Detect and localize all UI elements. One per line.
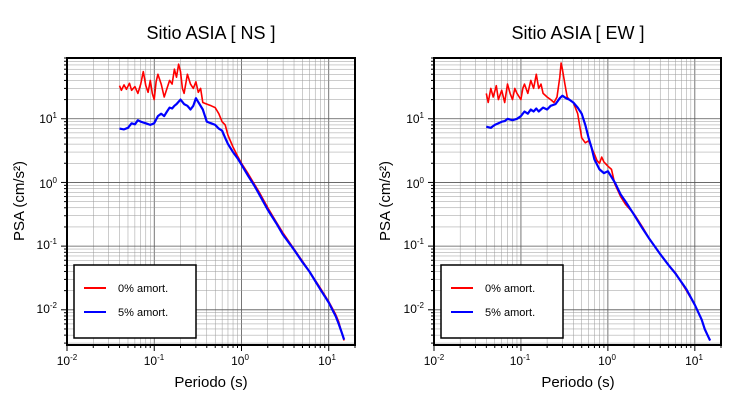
legend: 0% amort. 5% amort. [440, 264, 564, 339]
y-tick-label: 101 [39, 111, 57, 126]
y-tick-label: 10-1 [37, 237, 58, 252]
x-tick-label: 100 [598, 353, 616, 368]
x-tick-label: 101 [318, 353, 336, 368]
series-line-1 [119, 97, 346, 340]
grid [66, 57, 356, 345]
tick-marks [61, 57, 356, 351]
chart-title: Sitio ASIA [ EW ] [511, 23, 644, 43]
chart-panel-ew: Sitio ASIA [ EW ] 10-2 10-1 100 101 10-2… [377, 23, 722, 391]
tick-marks [428, 57, 722, 351]
x-tick-label: 10-1 [510, 353, 531, 368]
y-tick-label: 100 [39, 176, 57, 191]
y-tick-label: 10-1 [404, 237, 425, 252]
y-axis-label: PSA (cm/s²) [11, 161, 28, 241]
y-axis-label: PSA (cm/s²) [377, 161, 394, 241]
y-tick-label: 101 [406, 111, 424, 126]
legend-label: 0% amort. [118, 283, 168, 295]
chart-panel-ns: Sitio ASIA [ NS ] 10-2 10-1 100 101 10-2… [11, 23, 356, 391]
x-tick-label: 10-1 [144, 353, 165, 368]
y-tick-label: 100 [406, 176, 424, 191]
series-line-1 [486, 94, 712, 341]
legend-box [440, 264, 564, 339]
x-tick-label: 10-2 [57, 353, 78, 368]
x-axis-label: Periodo (s) [541, 374, 614, 391]
legend-label: 0% amort. [485, 283, 535, 295]
series-group [118, 63, 346, 341]
legend-label: 5% amort. [485, 307, 535, 319]
x-tick-label: 101 [685, 353, 703, 368]
legend-box [73, 264, 197, 339]
x-tick-label: 10-2 [424, 353, 445, 368]
y-tick-label: 10-2 [404, 301, 425, 316]
x-axis-label: Periodo (s) [174, 374, 247, 391]
legend: 0% amort. 5% amort. [73, 264, 197, 339]
y-tick-label: 10-2 [37, 301, 58, 316]
legend-label: 5% amort. [118, 307, 168, 319]
chart-title: Sitio ASIA [ NS ] [146, 23, 275, 43]
x-tick-label: 100 [231, 353, 249, 368]
series-group [485, 62, 712, 341]
